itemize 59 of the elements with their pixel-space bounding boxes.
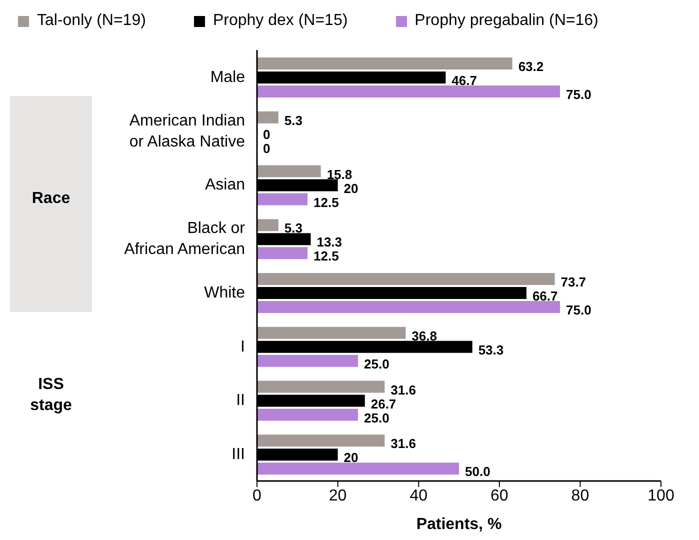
bar <box>257 111 278 124</box>
y-tick-label: II <box>236 392 245 409</box>
bar <box>257 380 385 393</box>
y-tick-label: I <box>240 338 245 355</box>
data-label: 53.3 <box>478 342 504 358</box>
data-label: 25.0 <box>364 356 390 372</box>
bar <box>257 193 308 206</box>
bar <box>257 326 406 339</box>
data-label: 20 <box>344 450 358 466</box>
bar <box>257 408 358 421</box>
data-label: 31.6 <box>390 436 416 452</box>
data-label: 63.2 <box>518 59 544 74</box>
x-tick-label: 40 <box>410 487 428 504</box>
bar <box>257 354 358 367</box>
x-axis-title: Patients, % <box>416 516 502 533</box>
bar <box>257 58 512 70</box>
data-label: 75.0 <box>566 87 592 102</box>
y-tick-label: White <box>204 284 246 301</box>
legend-label: Prophy pregabalin (N=16) <box>414 12 598 30</box>
x-tick-label: 100 <box>648 487 674 504</box>
bar <box>257 247 308 260</box>
text: Race <box>30 190 72 208</box>
data-label: 50.0 <box>465 464 490 480</box>
data-label: 75.0 <box>566 302 592 318</box>
bar <box>257 434 385 447</box>
data-label: 20 <box>344 180 358 196</box>
y-tick-label: Male <box>210 68 246 86</box>
data-label: 31.6 <box>390 382 416 398</box>
y-tick-label: Black or African American <box>124 220 246 258</box>
legend-label: Tal-only (N=19) <box>36 12 146 30</box>
bar <box>257 301 560 314</box>
text: ISS stage <box>30 375 72 416</box>
data-label: 12.5 <box>314 194 339 210</box>
bar <box>257 462 459 475</box>
x-tick-label: 20 <box>328 487 347 504</box>
y-tick-label: III <box>232 446 245 463</box>
data-label: 46.7 <box>452 73 477 88</box>
x-tick-label: 60 <box>490 487 508 504</box>
data-label: 26.7 <box>370 396 396 412</box>
data-label: 0 <box>263 140 270 156</box>
x-tick-label: 80 <box>571 487 590 504</box>
data-label: 5.3 <box>284 220 302 236</box>
data-label: 0 <box>263 126 270 142</box>
data-label: 73.7 <box>560 274 586 290</box>
data-label: 36.8 <box>412 328 437 344</box>
data-label: 66.7 <box>532 288 558 304</box>
y-tick-label: Asian <box>204 176 245 194</box>
y-tick-label: American Indian or Alaska Native <box>129 112 246 150</box>
data-label: 25.0 <box>364 410 390 426</box>
data-label: 15.8 <box>326 166 352 182</box>
bar <box>257 219 278 232</box>
data-label: 5.3 <box>284 112 302 128</box>
legend-label: Prophy dex (N=15) <box>212 12 348 30</box>
data-label: 13.3 <box>316 234 342 250</box>
bar <box>257 86 560 98</box>
data-label: 12.5 <box>314 248 339 264</box>
x-tick-label: 0 <box>252 487 262 504</box>
bar <box>257 165 321 178</box>
bar <box>257 273 555 286</box>
